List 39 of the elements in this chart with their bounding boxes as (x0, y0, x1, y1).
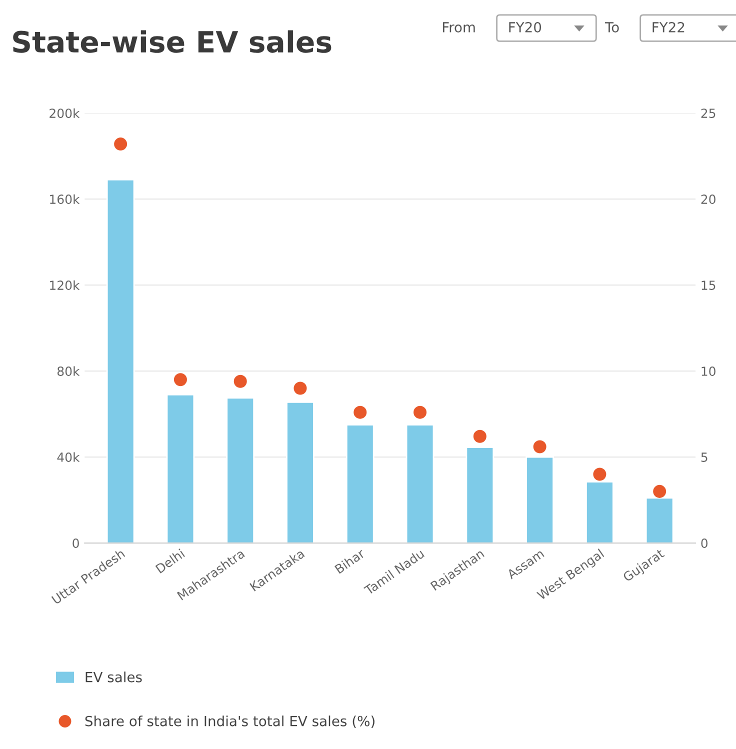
y2-tick-label: 15 (702, 280, 716, 290)
y2-tick-label: 25 (701, 108, 716, 118)
bar (106, 179, 135, 544)
legend-label: Share of state in India's total EV sales (%) (85, 716, 374, 728)
chart-title: State-wise EV sales (13, 30, 332, 53)
bar (226, 397, 255, 544)
text: To (604, 22, 619, 32)
y-tick-label: 0 (72, 538, 79, 548)
point (294, 382, 307, 395)
point (234, 374, 247, 388)
y-tick-label: 200k (50, 108, 80, 118)
bar (645, 497, 674, 544)
y-tick-label: 120k (50, 280, 80, 290)
bar (466, 446, 494, 544)
bar (406, 424, 434, 544)
point (174, 373, 187, 386)
y2-tick-label: 20 (701, 194, 716, 204)
bar (526, 456, 554, 544)
y2-tick-label: 0 (701, 538, 708, 548)
text: FY22 (652, 22, 684, 32)
bar (586, 481, 614, 544)
y-tick-label: 80k (57, 366, 80, 376)
legend-label: EV sales (86, 672, 142, 682)
point (354, 406, 367, 419)
point (533, 440, 546, 454)
point (593, 468, 606, 481)
y-tick-label: 40k (57, 452, 80, 462)
bar (286, 402, 314, 544)
bar (166, 394, 195, 544)
text: From (442, 22, 475, 32)
y-tick-label: 160k (50, 194, 80, 204)
point (114, 138, 128, 151)
y2-tick-label: 5 (701, 452, 708, 462)
point (653, 484, 666, 498)
y2-tick-label: 10 (702, 366, 716, 376)
point (414, 406, 427, 419)
point (473, 430, 486, 443)
text: FY20 (509, 22, 542, 32)
bar (346, 424, 374, 544)
